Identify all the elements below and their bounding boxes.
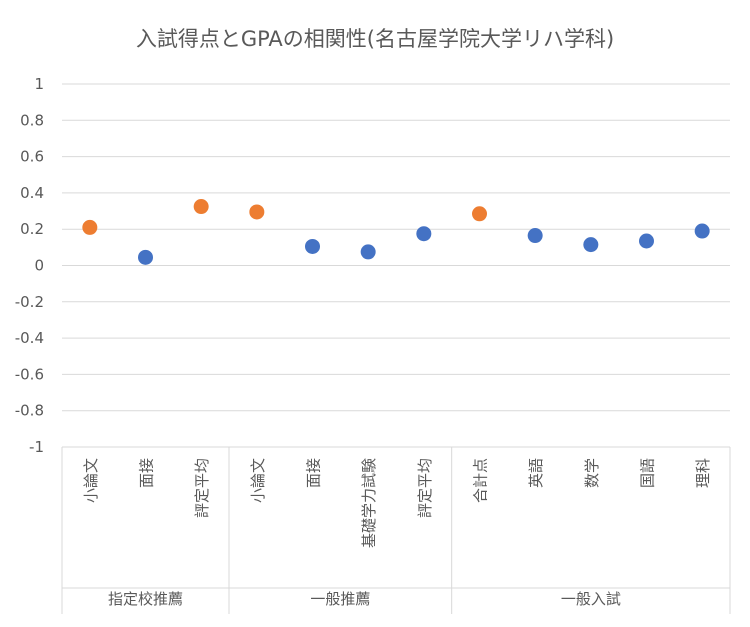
- x-category-label: 英語: [527, 458, 545, 488]
- data-point: [249, 204, 265, 220]
- x-group-label: 指定校推薦: [108, 590, 183, 608]
- y-tick-label: -0.2: [15, 293, 44, 311]
- x-category-label: 合計点: [472, 458, 490, 503]
- x-group-label: 一般推薦: [310, 590, 370, 608]
- data-point: [305, 238, 320, 254]
- x-category-label: 基礎学力試験: [360, 458, 378, 548]
- data-point: [138, 249, 153, 265]
- data-point: [583, 237, 599, 253]
- data-point: [472, 206, 487, 222]
- x-category-label: 面接: [138, 458, 156, 488]
- y-tick-label: -0.8: [15, 402, 44, 420]
- data-point: [360, 244, 376, 260]
- y-tick-label: 0.8: [20, 111, 44, 129]
- data-point: [527, 228, 543, 244]
- data-point: [193, 199, 209, 215]
- x-category-label: 小論文: [82, 458, 100, 503]
- grid-layer: [62, 83, 730, 448]
- x-category-label: 評定平均: [416, 458, 434, 518]
- x-category-label: 理科: [694, 458, 712, 488]
- data-point: [82, 219, 98, 235]
- y-tick-label: 1: [34, 75, 44, 93]
- y-tick-label: 0.4: [20, 184, 44, 202]
- x-group-label: 一般入試: [561, 590, 621, 608]
- y-tick-label: 0: [34, 257, 44, 275]
- x-category-label: 国語: [639, 458, 657, 488]
- data-point: [694, 223, 710, 239]
- data-point: [639, 233, 654, 249]
- chart-title: 入試得点とGPAの相関性(名古屋学院大学リハ学科): [136, 27, 614, 51]
- y-tick-label: -0.6: [15, 365, 44, 383]
- y-axis-ticks: 1 0.8 0.6 0.4 0.2 0 -0.2 -0.4 -0.6 -0.8 -1: [15, 75, 44, 456]
- y-tick-label: 0.2: [20, 220, 44, 238]
- y-tick-label: -1: [29, 438, 44, 456]
- data-point: [416, 226, 432, 242]
- x-category-label: 評定平均: [193, 458, 211, 518]
- y-tick-label: -0.4: [15, 329, 44, 347]
- x-category-label: 面接: [305, 458, 323, 488]
- x-category-label: 小論文: [249, 458, 267, 503]
- x-category-label: 数学: [583, 458, 601, 488]
- data-points: [82, 199, 710, 265]
- y-tick-label: 0.6: [20, 148, 44, 166]
